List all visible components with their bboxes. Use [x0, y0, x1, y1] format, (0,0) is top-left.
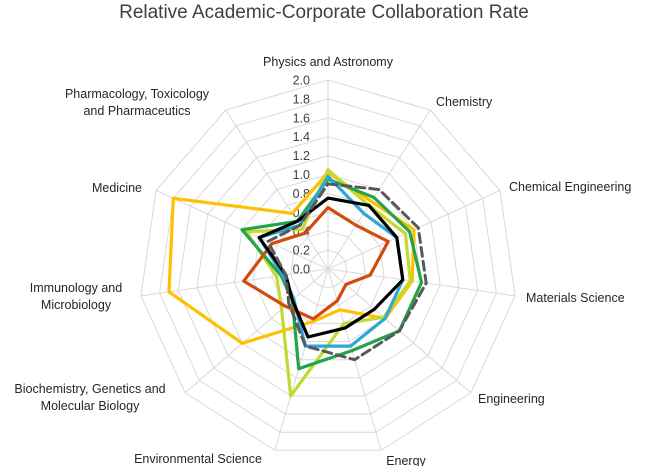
radar-spokes — [140, 80, 516, 451]
series-line-5 — [242, 206, 390, 321]
axis-label: Biochemistry, Genetics and Molecular Biol… — [14, 382, 165, 413]
spoke — [140, 268, 329, 297]
axis-label: Pharmacology, Toxicology and Pharmaceutic… — [65, 87, 210, 118]
series-line-7 — [266, 182, 428, 362]
axis-label: Energy — [386, 454, 426, 466]
tick-label: 2.0 — [293, 74, 310, 88]
grid-ring — [159, 98, 497, 433]
axis-label: Engineering — [478, 392, 545, 406]
axis-label: Materials Science — [526, 291, 625, 305]
grid-ring — [290, 230, 366, 306]
spoke — [184, 268, 329, 394]
spoke — [274, 268, 329, 451]
tick-label: 0.0 — [293, 263, 310, 277]
axis-label: Environmental Science — [134, 452, 262, 466]
series-line-1 — [167, 171, 416, 345]
tick-label: 1.0 — [293, 168, 310, 182]
tick-label: 1.4 — [293, 130, 310, 144]
axis-labels: Physics and Astronomy Chemistry Chemical E… — [14, 55, 631, 466]
axis-label: Chemistry — [436, 95, 493, 109]
spoke — [225, 109, 329, 270]
chart-title: Relative Academic-Corporate Collaboratio… — [119, 2, 529, 23]
grid-ring — [140, 79, 516, 451]
tick-label: 1.6 — [293, 111, 310, 125]
series-line-3 — [240, 177, 424, 371]
tick-label: 0.2 — [293, 244, 310, 258]
radar-series — [167, 168, 428, 398]
tick-label: 1.2 — [293, 149, 310, 163]
axis-label: Immunology and Microbiology — [30, 281, 122, 312]
radial-tick-labels: 0.00.20.40.60.81.01.21.41.61.82.0 — [293, 74, 310, 277]
tick-label: 1.8 — [293, 92, 310, 106]
series-line-4 — [257, 174, 405, 348]
grid-ring — [177, 117, 479, 415]
grid-ring — [215, 155, 441, 379]
grid-ring — [308, 249, 348, 288]
axis-label: Medicine — [92, 181, 142, 195]
series-line-2 — [244, 168, 412, 398]
axis-label: Chemical Engineering — [509, 180, 631, 194]
series-line-6 — [257, 196, 405, 339]
axis-label: Physics and Astronomy — [263, 55, 394, 69]
